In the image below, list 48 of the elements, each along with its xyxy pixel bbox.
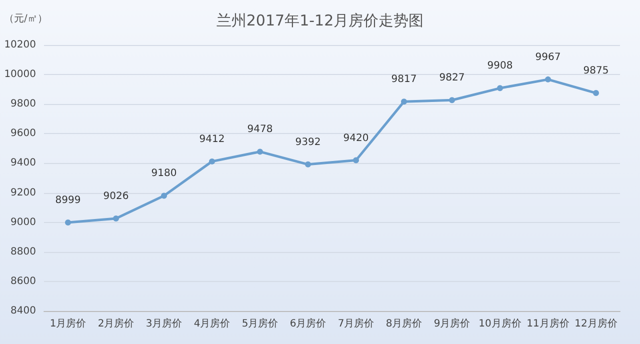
x-tick-label: 1月房价 [50,318,86,330]
data-label: 9478 [247,124,273,136]
y-axis-title: （元/㎡） [4,14,48,24]
point [65,219,71,226]
x-tick-label: 5月房价 [242,318,278,330]
point [161,192,167,199]
y-tick-label: 8600 [10,276,36,287]
y-tick-label: 9000 [10,216,36,228]
y-tick-label: 9200 [10,187,36,198]
x-tick-label: 11月房价 [526,318,570,330]
x-tick-label: 8月房价 [386,318,422,330]
x-tick-label: 3月房价 [146,318,182,330]
data-label: 9392 [295,136,321,148]
data-label: 9180 [151,168,177,180]
data-label: 9908 [487,60,513,72]
x-tick-label: 6月房价 [290,318,326,330]
x-tick-label: 10月房价 [478,318,522,330]
point [257,148,263,155]
y-tick-label: 9800 [10,98,36,110]
point [593,90,599,96]
point [401,98,407,105]
y-tick-label: 8800 [10,246,36,258]
x-tick-label: 2月房价 [98,318,134,330]
chart-title: 兰州2017年1-12月房价走势图 [216,12,424,30]
data-label: 9967 [535,52,561,63]
data-label: 8999 [55,194,81,206]
point [209,158,215,164]
data-label: 9875 [583,66,609,77]
x-tick-label: 12月房价 [574,318,618,330]
y-tick-label: 10200 [4,40,36,50]
data-label: 9817 [391,74,417,86]
point [113,215,119,222]
y-tick-label: 8400 [10,306,36,316]
data-label: 9420 [343,132,369,144]
y-tick-label: 9400 [10,158,36,169]
point [353,157,359,164]
point [449,97,455,104]
x-tick-label: 9月房价 [434,318,470,330]
point [305,161,311,168]
data-label: 9827 [439,72,465,84]
point [545,76,551,82]
data-label: 9026 [103,190,129,202]
x-tick-label: 7月房价 [338,318,374,330]
y-tick-label: 10000 [4,69,36,80]
x-tick-label: 4月房价 [194,318,230,330]
data-label: 9412 [199,134,225,145]
point [497,85,503,92]
y-tick-label: 9600 [10,128,36,140]
